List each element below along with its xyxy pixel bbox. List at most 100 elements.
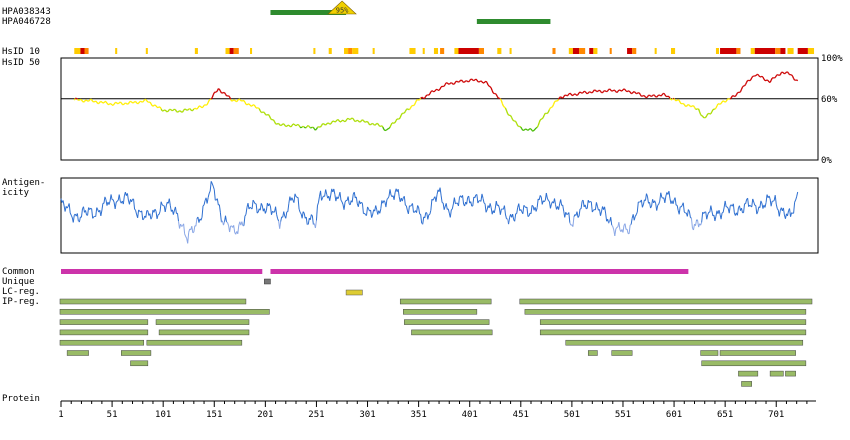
antigenicity-line-segment — [256, 211, 259, 214]
antigenicity-line-segment — [115, 200, 118, 203]
antigenicity-line-segment — [482, 198, 485, 203]
antigenicity-line-segment — [690, 218, 693, 229]
hsid50-line-segment — [296, 123, 299, 126]
hsid50-line-segment — [140, 100, 143, 103]
protein-axis-tick-label: 301 — [359, 410, 375, 420]
hsid50-line-segment — [93, 100, 96, 103]
antigenicity-line-segment — [401, 197, 404, 202]
hsid50-line-segment — [490, 87, 493, 91]
hsid10-segment — [74, 48, 81, 54]
antigenicity-line-segment — [104, 196, 107, 200]
hsid50-line-segment — [153, 104, 156, 107]
antigenicity-line-segment — [72, 214, 75, 223]
hsid50-line-segment — [469, 78, 472, 82]
hsid50-line-segment — [496, 96, 499, 99]
hsid50-line-segment — [152, 104, 155, 107]
antigenicity-line-segment — [680, 204, 683, 208]
hsid50-line-segment — [190, 109, 193, 112]
antigenicity-line-segment — [644, 193, 647, 201]
antigenicity-line-segment — [439, 187, 442, 196]
antigenicity-line-segment — [309, 214, 312, 220]
hsid50-line-segment — [654, 95, 657, 98]
hsid50-line-segment — [129, 100, 131, 103]
hsid50-line-segment — [755, 74, 758, 77]
antigenicity-line-segment — [108, 201, 111, 205]
antigenicity-line-segment — [447, 208, 450, 214]
hsid50-line-segment — [766, 79, 769, 82]
antibody-track: 95% — [270, 0, 551, 24]
antigenicity-line-segment — [78, 216, 81, 223]
antigenicity-line-segment — [347, 196, 350, 204]
antigenicity-line-segment — [657, 203, 660, 206]
hsid50-line-segment — [668, 96, 671, 99]
hsid10-segment — [579, 48, 586, 54]
hsid10-segment — [497, 48, 502, 54]
antigenicity-line-segment — [751, 198, 754, 208]
hsid50-line-segment — [679, 102, 682, 105]
antigenicity-line-segment — [379, 208, 382, 214]
ip-region-bar — [399, 298, 492, 305]
hsid50-line-segment — [88, 99, 91, 102]
antigenicity-line-segment — [271, 211, 273, 215]
hsid50-line-segment — [693, 106, 697, 110]
antigenicity-line-segment — [497, 204, 500, 209]
hsid50-line-segment — [742, 85, 745, 88]
antigenicity-line-segment — [568, 212, 571, 223]
hsid50-line-segment — [182, 110, 185, 113]
antigenicity-line-segment — [138, 209, 141, 212]
hsid10-segment — [328, 48, 332, 54]
hsid10-segment — [632, 48, 637, 54]
antigenicity-line-segment — [225, 215, 228, 223]
hsid50-line-segment — [732, 95, 735, 97]
hsid50-line-segment — [765, 79, 768, 82]
hsid50-line-segment — [446, 82, 449, 85]
hsid50-line-segment — [585, 92, 588, 95]
hsid50-line-segment — [551, 104, 555, 108]
hsid50-line-segment — [657, 94, 660, 97]
hsid50-line-segment — [105, 101, 108, 104]
hsid50-line-segment — [222, 91, 224, 94]
antigenicity-line-segment — [724, 200, 727, 207]
antigenicity-line-segment — [711, 210, 714, 217]
ip-region-bar — [738, 370, 759, 377]
hsid50-line-segment — [317, 126, 319, 128]
antigenicity-line-segment — [703, 211, 706, 214]
hsid50-line-segment — [770, 77, 773, 81]
antibody-label-2: HPA046728 — [2, 17, 51, 27]
antigenicity-line-segment — [305, 217, 308, 225]
antigenicity-line-segment — [293, 193, 296, 203]
antigenicity-line-segment — [641, 204, 644, 208]
antigenicity-line-segment — [541, 200, 544, 205]
hsid50-line-segment — [228, 96, 232, 100]
antigenicity-line-segment — [756, 211, 759, 215]
antigenicity-line-segment — [646, 193, 648, 197]
antigenicity-line-segment — [110, 194, 113, 200]
protein-axis-tick-label: 651 — [717, 410, 733, 420]
hsid50-line-segment — [495, 94, 498, 97]
protein-axis-tick-label: 1 — [58, 410, 63, 420]
antigenicity-line-segment — [765, 194, 768, 203]
hsid50-line-segment — [525, 128, 528, 131]
antigenicity-line-segment — [259, 203, 262, 211]
antigenicity-line-segment — [793, 202, 796, 214]
hsid50-line-segment — [171, 109, 173, 112]
antigenicity-line-segment — [472, 196, 475, 207]
antigenicity-line-segment — [209, 181, 212, 192]
antigenicity-line-segment — [96, 207, 99, 210]
hsid50-line-segment — [98, 101, 101, 104]
hsid50-tick-label: 60% — [821, 95, 838, 105]
hsid50-line-segment — [416, 99, 418, 101]
antigenicity-line-segment — [193, 225, 196, 233]
antibody-bar — [270, 10, 347, 15]
hsid50-line-segment — [425, 94, 428, 97]
antigenicity-line-segment — [249, 206, 252, 209]
antigenicity-line-segment — [247, 203, 250, 210]
hsid50-line-segment — [368, 122, 371, 126]
hsid50-line-segment — [633, 91, 636, 93]
hsid50-line-segment — [323, 123, 326, 126]
hsid50-line-segment — [500, 100, 504, 104]
hsid50-line-segment — [683, 104, 686, 107]
antigenicity-line-segment — [142, 218, 145, 221]
hsid50-line-segment — [199, 105, 202, 108]
antigenicity-line-segment — [722, 207, 725, 213]
